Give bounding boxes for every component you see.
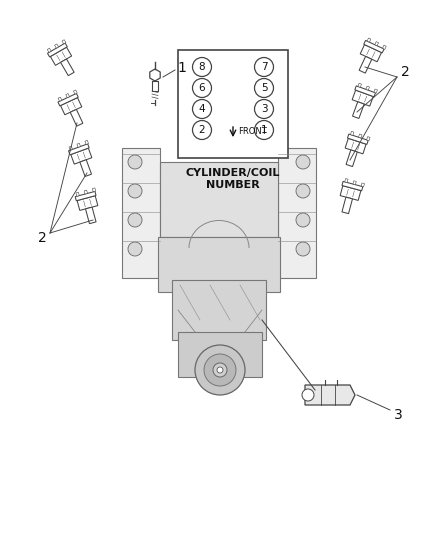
Bar [76,192,79,196]
Bar [85,207,96,224]
Text: 3: 3 [394,408,403,422]
Circle shape [254,78,273,98]
Bar [60,59,74,76]
Polygon shape [305,385,355,405]
Bar [77,196,98,211]
Bar [74,90,77,94]
Bar [350,131,354,135]
Bar [375,42,378,46]
Bar [346,150,357,166]
Circle shape [296,242,310,256]
Bar [359,134,362,138]
Text: 1: 1 [177,61,186,75]
Circle shape [128,155,142,169]
Circle shape [254,58,273,77]
Bar [60,98,82,115]
Bar [358,83,361,87]
Text: 4: 4 [199,104,205,114]
Bar [47,48,51,52]
Text: NUMBER: NUMBER [206,180,260,190]
Text: 5: 5 [261,83,267,93]
Bar [367,38,371,42]
Bar [366,86,369,90]
Bar [178,332,262,377]
Bar [62,39,66,44]
Bar [77,143,81,147]
Bar [172,280,266,340]
Circle shape [128,184,142,198]
Circle shape [192,58,212,77]
Bar [278,148,316,278]
Bar [47,43,67,57]
Circle shape [217,367,223,373]
Bar [347,134,368,144]
Bar [158,237,280,292]
Bar [352,90,373,106]
Text: 6: 6 [199,83,205,93]
Bar [345,179,348,182]
Bar [71,148,92,164]
Text: FRONT: FRONT [238,127,267,136]
Bar [360,45,381,62]
Bar [66,94,70,98]
Circle shape [254,120,273,140]
Bar [359,56,372,73]
Bar [84,190,88,194]
Circle shape [302,389,314,401]
Circle shape [192,100,212,118]
Circle shape [204,354,236,386]
Text: 8: 8 [199,62,205,72]
Bar [367,136,370,141]
Circle shape [296,213,310,227]
Text: 7: 7 [261,62,267,72]
Bar [382,45,386,50]
Bar [374,89,378,93]
Text: 2: 2 [401,65,410,79]
Circle shape [213,363,227,377]
Circle shape [254,100,273,118]
Text: CYLINDER/COIL: CYLINDER/COIL [186,168,280,178]
Bar [50,47,72,66]
Text: 2: 2 [38,231,46,245]
Circle shape [195,345,245,395]
Bar [85,140,88,144]
Bar [178,50,288,158]
Bar [69,146,73,150]
Bar [58,93,78,106]
Circle shape [296,155,310,169]
Bar [70,109,83,126]
Bar [355,86,375,97]
Bar [58,97,62,101]
Bar [342,181,363,191]
Bar [68,144,89,155]
Bar [353,181,356,185]
Bar [345,139,366,154]
Bar [361,183,364,187]
Bar [340,185,361,200]
Bar [75,191,96,201]
Bar [92,188,96,192]
Bar [160,162,278,237]
Circle shape [128,213,142,227]
Bar [55,44,59,48]
Bar [122,148,160,278]
Circle shape [128,242,142,256]
Text: 2: 2 [199,125,205,135]
Text: 3: 3 [261,104,267,114]
Bar [364,41,384,53]
Bar [353,102,364,118]
Circle shape [192,78,212,98]
Text: 1: 1 [261,125,267,135]
Circle shape [192,120,212,140]
Bar [342,197,353,214]
Circle shape [296,184,310,198]
Bar [80,160,92,176]
